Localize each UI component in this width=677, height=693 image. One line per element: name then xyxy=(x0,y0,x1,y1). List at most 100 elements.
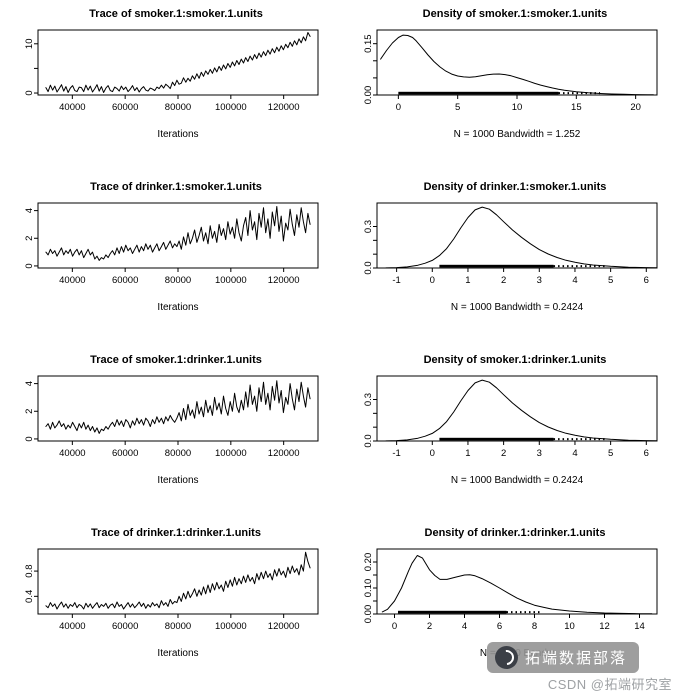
svg-text:2: 2 xyxy=(24,236,35,241)
svg-text:100000: 100000 xyxy=(215,102,247,113)
svg-text:14: 14 xyxy=(634,621,645,632)
x-axis-label: Iterations xyxy=(157,129,199,140)
svg-text:3: 3 xyxy=(537,275,542,286)
svg-text:0: 0 xyxy=(396,102,401,113)
x-axis-label: Iterations xyxy=(157,475,199,486)
svg-text:2: 2 xyxy=(24,409,35,414)
svg-text:4: 4 xyxy=(572,275,577,286)
chart-title: Trace of smoker.1:drinker.1.units xyxy=(90,354,262,366)
chart-title: Density of smoker.1:drinker.1.units xyxy=(423,354,607,366)
svg-text:80000: 80000 xyxy=(165,275,191,286)
svg-text:0: 0 xyxy=(430,448,435,459)
watermark-credit-text: CSDN @拓端研究室 xyxy=(547,677,672,692)
density-plot-smoker1-smoker1: 0 5 10 15 20 0.00 0.15 xyxy=(363,29,658,113)
svg-text:60000: 60000 xyxy=(112,448,138,459)
panel-density-smoker1-smoker1: Density of smoker.1:smoker.1.units 0 5 10 1… xyxy=(339,0,677,173)
svg-text:0.3: 0.3 xyxy=(363,393,374,406)
svg-text:40000: 40000 xyxy=(59,448,85,459)
svg-text:5: 5 xyxy=(455,102,460,113)
svg-text:0.8: 0.8 xyxy=(24,564,35,577)
svg-text:0.00: 0.00 xyxy=(363,86,374,105)
svg-text:60000: 60000 xyxy=(112,102,138,113)
svg-text:6: 6 xyxy=(644,448,649,459)
svg-text:0.3: 0.3 xyxy=(363,220,374,233)
svg-text:60000: 60000 xyxy=(112,621,138,632)
svg-text:0.0: 0.0 xyxy=(363,434,374,447)
chart-title: Density of drinker.1:drinker.1.units xyxy=(424,527,606,539)
svg-text:10: 10 xyxy=(564,621,575,632)
svg-text:4: 4 xyxy=(24,208,35,213)
watermark-badge: 拓端数据部落 xyxy=(487,642,639,673)
panel-density-smoker1-drinker1: Density of smoker.1:drinker.1.units -1 0 1… xyxy=(339,346,677,519)
x-axis-label: Iterations xyxy=(157,648,199,659)
watermark-logo-icon xyxy=(495,646,518,669)
svg-text:2: 2 xyxy=(501,275,506,286)
density-plot-smoker1-drinker1: -1 0 1 2 3 4 5 6 0.0 0.3 xyxy=(363,375,658,459)
svg-text:8: 8 xyxy=(532,621,537,632)
svg-text:40000: 40000 xyxy=(59,275,85,286)
svg-text:12: 12 xyxy=(599,621,610,632)
svg-text:80000: 80000 xyxy=(165,448,191,459)
svg-text:1: 1 xyxy=(465,448,470,459)
svg-text:0: 0 xyxy=(24,436,35,441)
svg-text:6: 6 xyxy=(497,621,502,632)
chart-title: Density of drinker.1:smoker.1.units xyxy=(423,181,607,193)
svg-text:100000: 100000 xyxy=(215,621,247,632)
svg-text:40000: 40000 xyxy=(59,102,85,113)
svg-text:0.4: 0.4 xyxy=(24,590,35,603)
density-caption: N = 1000 Bandwidth = 0.2424 xyxy=(450,475,584,486)
svg-text:120000: 120000 xyxy=(268,621,300,632)
density-caption: N = 1000 Bandwidth = 1.252 xyxy=(453,129,581,140)
svg-text:0.15: 0.15 xyxy=(363,34,374,53)
watermark-badge-label: 拓端数据部落 xyxy=(525,650,628,667)
svg-text:120000: 120000 xyxy=(268,275,300,286)
svg-text:5: 5 xyxy=(608,448,613,459)
svg-text:120000: 120000 xyxy=(268,102,300,113)
svg-text:20: 20 xyxy=(630,102,641,113)
panel-trace-drinker1-drinker1: Trace of drinker.1:drinker.1.units 40000… xyxy=(0,519,338,692)
chart-title: Trace of drinker.1:smoker.1.units xyxy=(90,181,262,193)
density-caption: N = 1000 Bandwidth = 0.2424 xyxy=(450,302,584,313)
svg-text:0.10: 0.10 xyxy=(363,579,374,598)
svg-text:3: 3 xyxy=(537,448,542,459)
svg-text:-1: -1 xyxy=(392,448,400,459)
svg-text:6: 6 xyxy=(644,275,649,286)
svg-text:-1: -1 xyxy=(392,275,400,286)
svg-text:0: 0 xyxy=(392,621,397,632)
svg-text:0: 0 xyxy=(24,263,35,268)
panel-trace-drinker1-smoker1: Trace of drinker.1:smoker.1.units 40000 6… xyxy=(0,173,338,346)
svg-text:100000: 100000 xyxy=(215,275,247,286)
panel-density-drinker1-smoker1: Density of drinker.1:smoker.1.units -1 0 1… xyxy=(339,173,677,346)
panel-trace-smoker1-smoker1: Trace of smoker.1:smoker.1.units 40000 60… xyxy=(0,0,338,173)
svg-text:15: 15 xyxy=(571,102,582,113)
trace-plot-smoker1-smoker1: 40000 60000 80000 100000 120000 0 10 xyxy=(24,29,319,113)
svg-text:2: 2 xyxy=(427,621,432,632)
svg-text:80000: 80000 xyxy=(165,102,191,113)
svg-text:0.0: 0.0 xyxy=(363,261,374,274)
svg-text:5: 5 xyxy=(608,275,613,286)
svg-text:120000: 120000 xyxy=(268,448,300,459)
svg-text:40000: 40000 xyxy=(59,621,85,632)
trace-plot-drinker1-drinker1: 40000 60000 80000 100000 120000 0.4 0.8 xyxy=(24,548,319,632)
svg-text:0: 0 xyxy=(430,275,435,286)
svg-text:0: 0 xyxy=(24,90,35,95)
svg-text:2: 2 xyxy=(501,448,506,459)
svg-text:10: 10 xyxy=(512,102,523,113)
svg-text:1: 1 xyxy=(465,275,470,286)
x-axis-label: Iterations xyxy=(157,302,199,313)
svg-text:0.00: 0.00 xyxy=(363,605,374,624)
svg-text:4: 4 xyxy=(24,381,35,386)
density-plot-drinker1-smoker1: -1 0 1 2 3 4 5 6 0.0 0.3 xyxy=(363,202,658,286)
svg-text:0.20: 0.20 xyxy=(363,553,374,572)
chart-title: Trace of smoker.1:smoker.1.units xyxy=(89,8,263,20)
density-plot-drinker1-drinker1: 0 2 4 6 8 10 12 14 0.00 0.10 0.20 xyxy=(363,548,658,632)
svg-text:100000: 100000 xyxy=(215,448,247,459)
svg-text:4: 4 xyxy=(462,621,467,632)
panel-trace-smoker1-drinker1: Trace of smoker.1:drinker.1.units 40000 6… xyxy=(0,346,338,519)
chart-title: Trace of drinker.1:drinker.1.units xyxy=(91,527,261,539)
trace-plot-drinker1-smoker1: 40000 60000 80000 100000 120000 0 2 4 xyxy=(24,202,319,286)
svg-text:80000: 80000 xyxy=(165,621,191,632)
trace-plot-smoker1-drinker1: 40000 60000 80000 100000 120000 0 2 4 xyxy=(24,375,319,459)
